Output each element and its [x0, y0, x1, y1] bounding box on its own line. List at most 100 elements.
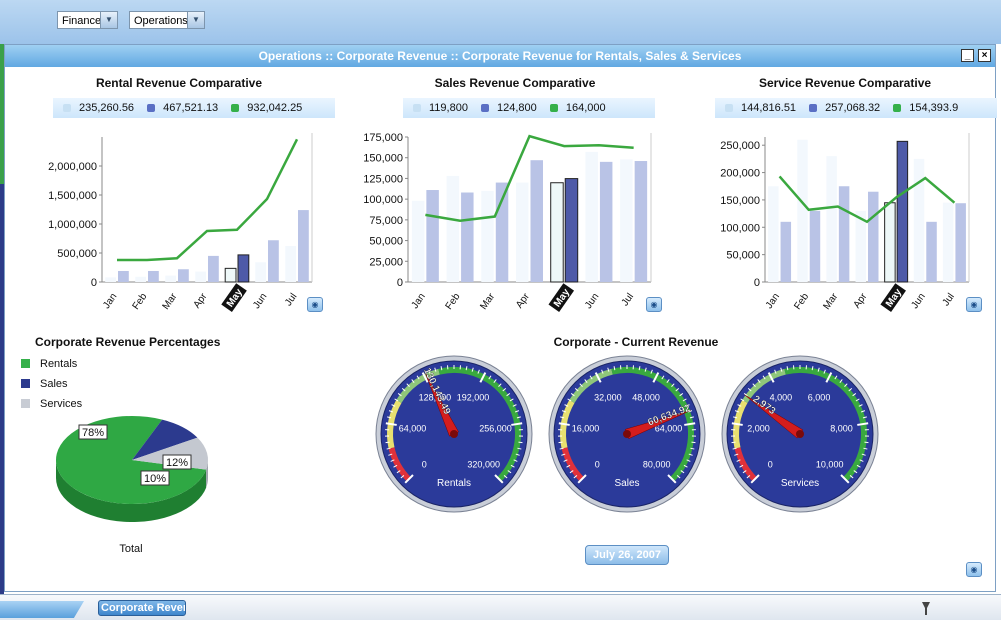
- x-tick-label: Jul: [620, 291, 636, 308]
- eye-icon[interactable]: ◉: [646, 297, 662, 312]
- y-tick-label: 250,000: [720, 140, 760, 152]
- gauge-tick-label: 6,000: [808, 393, 831, 403]
- cube-icon: [481, 104, 489, 112]
- bar-series-2: [531, 160, 543, 282]
- cube-icon: [21, 379, 30, 388]
- bar-series-1: [285, 246, 296, 282]
- bar-series-2: [238, 255, 249, 282]
- bar-series-2: [926, 222, 936, 282]
- x-tick-label: Feb: [792, 291, 811, 312]
- gauge-tick: [691, 442, 695, 443]
- legend-value: 257,068.32: [825, 102, 880, 114]
- pie-legend-sales: Sales: [21, 378, 68, 390]
- pie-legend-label: Rentals: [40, 358, 77, 370]
- bar-series-2: [426, 190, 438, 282]
- gauge-tick: [559, 442, 563, 443]
- gauge-tick-label: 320,000: [467, 460, 500, 470]
- pie-legend-services: Services: [21, 398, 82, 410]
- bar-series-2: [565, 179, 577, 282]
- eye-icon[interactable]: ◉: [966, 562, 982, 577]
- bar-series-2: [868, 192, 878, 282]
- taskbar-item-corporate-revenue[interactable]: Corporate Reven: [98, 600, 186, 616]
- bar-series-1: [135, 277, 146, 282]
- x-tick-label: Jan: [410, 291, 428, 311]
- sales-chart-title: Sales Revenue Comparative: [415, 76, 615, 90]
- gauge-tick-label: 64,000: [399, 423, 427, 433]
- cube-icon: [231, 104, 239, 112]
- minimize-icon[interactable]: _: [961, 49, 974, 62]
- x-tick-label: Jan: [101, 291, 119, 311]
- bar-series-1: [225, 268, 236, 282]
- bar-series-2: [897, 141, 907, 282]
- bar-series-1: [481, 191, 493, 282]
- cube-icon: [147, 104, 155, 112]
- finance-dropdown[interactable]: Finance ▼: [57, 11, 118, 29]
- x-tick-label: Mar: [821, 291, 840, 312]
- bar-series-2: [635, 161, 647, 282]
- gauge-rentals: 064,000128,000192,000256,000320,000Renta…: [376, 356, 532, 512]
- bar-series-2: [148, 271, 159, 282]
- y-tick-label: 50,000: [369, 236, 403, 248]
- rental-legend: 235,260.56 467,521.13 932,042.25: [53, 98, 335, 118]
- chevron-down-icon[interactable]: ▼: [187, 12, 204, 28]
- gauge-name: Sales: [614, 478, 639, 489]
- bar-series-2: [810, 211, 820, 282]
- top-toolbar: Finance ▼ Operations ▼: [0, 0, 1001, 44]
- y-tick-label: 1,500,000: [48, 190, 97, 202]
- chevron-down-icon[interactable]: ▼: [100, 12, 117, 28]
- x-tick-label: Apr: [514, 291, 532, 311]
- legend-value: 119,800: [429, 102, 468, 114]
- cube-icon: [725, 104, 733, 112]
- bar-series-1: [516, 183, 528, 282]
- y-tick-label: 0: [91, 277, 97, 289]
- eye-icon[interactable]: ◉: [307, 297, 323, 312]
- funnel-icon[interactable]: [922, 602, 930, 616]
- bar-series-1: [195, 272, 206, 282]
- eye-icon[interactable]: ◉: [966, 297, 982, 312]
- operations-dropdown[interactable]: Operations ▼: [129, 11, 205, 29]
- y-tick-label: 1,000,000: [48, 219, 97, 231]
- y-tick-label: 2,000,000: [48, 161, 97, 173]
- y-tick-label: 150,000: [720, 195, 760, 207]
- gauge-tick-label: 0: [768, 460, 773, 470]
- cube-icon: [21, 399, 30, 408]
- gauge-tick-label: 48,000: [632, 393, 660, 403]
- cube-icon: [893, 104, 901, 112]
- gauge-hub: [450, 430, 458, 438]
- x-tick-label: Feb: [131, 291, 150, 312]
- close-icon[interactable]: ×: [978, 49, 991, 62]
- gauge-tick: [732, 442, 736, 443]
- bar-series-1: [914, 159, 924, 282]
- bar-series-2: [955, 203, 965, 282]
- gauge-tick-label: 4,000: [770, 393, 793, 403]
- legend-value: 932,042.25: [247, 102, 302, 114]
- pie-legend-rentals: Rentals: [21, 358, 77, 370]
- gauge-tick-label: 0: [595, 460, 600, 470]
- bar-series-1: [797, 140, 807, 282]
- x-tick-selected: May: [880, 283, 906, 312]
- x-tick-label: Jul: [941, 291, 957, 308]
- y-tick-label: 0: [397, 277, 403, 289]
- bar-series-1: [412, 201, 424, 282]
- bar-series-1: [551, 183, 563, 282]
- date-button[interactable]: July 26, 2007: [585, 545, 669, 565]
- gauge-tick-label: 2,000: [747, 423, 770, 433]
- gauge-tick-label: 80,000: [643, 460, 671, 470]
- window-titlebar[interactable]: Operations :: Corporate Revenue :: Corpo…: [5, 45, 995, 67]
- bar-series-2: [600, 162, 612, 282]
- gauge-hub: [796, 430, 804, 438]
- pie-label: 10%: [144, 473, 166, 485]
- legend-value: 144,816.51: [741, 102, 796, 114]
- gauge-tick: [864, 442, 868, 443]
- y-tick-label: 175,000: [363, 132, 403, 144]
- legend-value: 467,521.13: [163, 102, 218, 114]
- start-button[interactable]: [0, 601, 84, 618]
- bar-series-2: [208, 256, 219, 282]
- bar-series-2: [268, 240, 279, 282]
- cube-icon: [550, 104, 558, 112]
- service-chart-title: Service Revenue Comparative: [745, 76, 945, 90]
- taskbar: Corporate Reven: [0, 594, 1001, 620]
- bar-series-2: [298, 210, 309, 282]
- legend-value: 164,000: [566, 102, 606, 114]
